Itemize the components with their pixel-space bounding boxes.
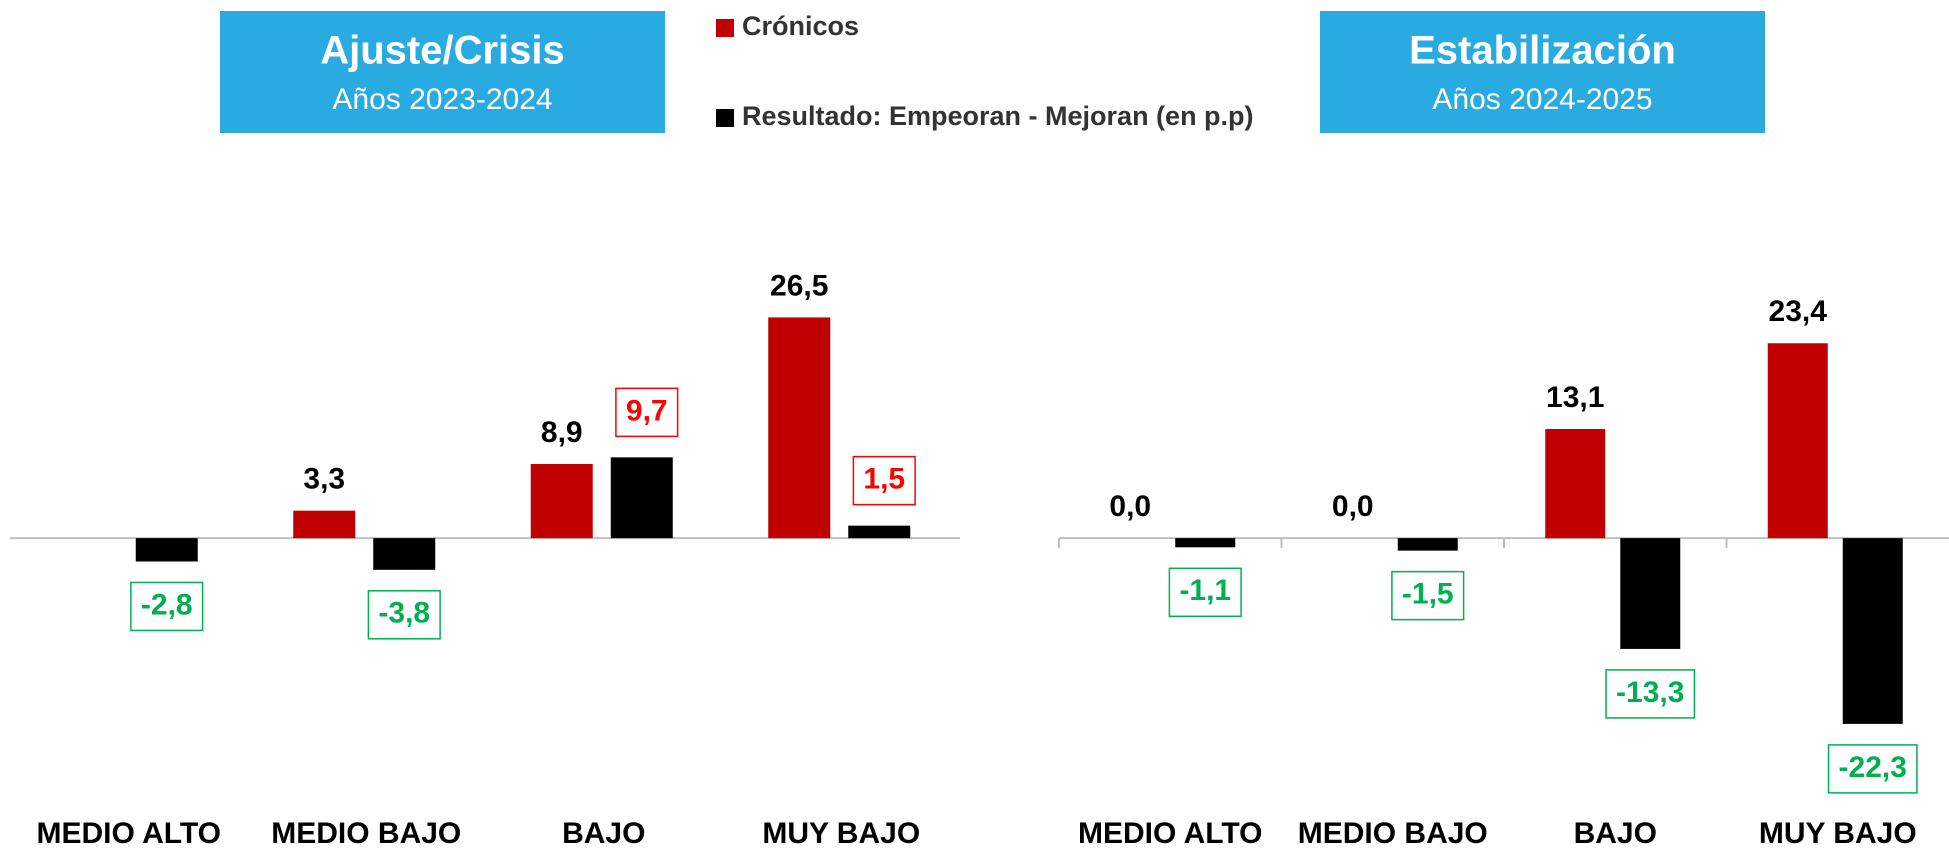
label-box xyxy=(130,581,204,632)
bar xyxy=(610,457,673,539)
data-label: 13,1 xyxy=(1546,381,1604,414)
data-label: 8,9 xyxy=(541,416,583,449)
bar xyxy=(1620,538,1681,649)
bar xyxy=(1842,538,1903,724)
x-tick-label: BAJO xyxy=(1574,817,1657,850)
chart-title: Estabilización xyxy=(1409,29,1676,73)
title-box xyxy=(220,11,665,133)
data-label: 3,3 xyxy=(303,463,345,496)
x-tick-label: MEDIO ALTO xyxy=(1078,817,1262,850)
legend-swatch xyxy=(716,109,734,127)
chart-title: Ajuste/Crisis xyxy=(320,29,565,73)
bar xyxy=(293,510,356,539)
label-box xyxy=(1391,570,1465,621)
x-tick-label: MUY BAJO xyxy=(762,817,920,850)
data-label: -1,1 xyxy=(1179,574,1231,607)
bar xyxy=(373,538,436,570)
bar xyxy=(768,317,831,539)
bar xyxy=(1545,429,1606,539)
bar xyxy=(135,538,198,562)
label-box xyxy=(615,387,679,438)
chart-subtitle: Años 2023-2024 xyxy=(332,83,552,116)
data-label: 1,5 xyxy=(863,463,905,496)
chart-subtitle: Años 2024-2025 xyxy=(1432,83,1652,116)
bar xyxy=(1397,538,1458,551)
data-label: -2,8 xyxy=(141,588,193,621)
data-label: -22,3 xyxy=(1839,751,1907,784)
x-tick-label: MEDIO BAJO xyxy=(1298,817,1488,850)
legend-swatch xyxy=(716,19,734,37)
bar xyxy=(848,525,911,539)
label-box xyxy=(1605,669,1696,719)
x-tick-label: MEDIO BAJO xyxy=(271,817,461,850)
data-label: 23,4 xyxy=(1769,295,1828,328)
bar xyxy=(530,464,593,539)
data-label: 9,7 xyxy=(626,394,668,427)
legend-label: Crónicos xyxy=(742,11,859,41)
data-label: -13,3 xyxy=(1616,676,1684,709)
data-label: 0,0 xyxy=(1109,490,1151,523)
x-tick-label: MEDIO ALTO xyxy=(37,817,221,850)
data-label: 0,0 xyxy=(1332,490,1374,523)
label-box xyxy=(852,455,916,506)
data-label: 26,5 xyxy=(770,269,828,302)
title-box xyxy=(1320,11,1765,133)
data-label: -1,5 xyxy=(1402,578,1454,611)
data-label: -3,8 xyxy=(378,597,430,630)
label-box xyxy=(1168,567,1242,618)
bar xyxy=(1175,538,1236,548)
legend-label: Resultado: Empeoran - Mejoran (en p.p) xyxy=(742,101,1254,131)
label-box xyxy=(367,590,441,640)
x-tick-label: MUY BAJO xyxy=(1759,817,1917,850)
x-tick-label: BAJO xyxy=(562,817,645,850)
bar xyxy=(1767,343,1828,539)
label-box xyxy=(1827,744,1918,794)
